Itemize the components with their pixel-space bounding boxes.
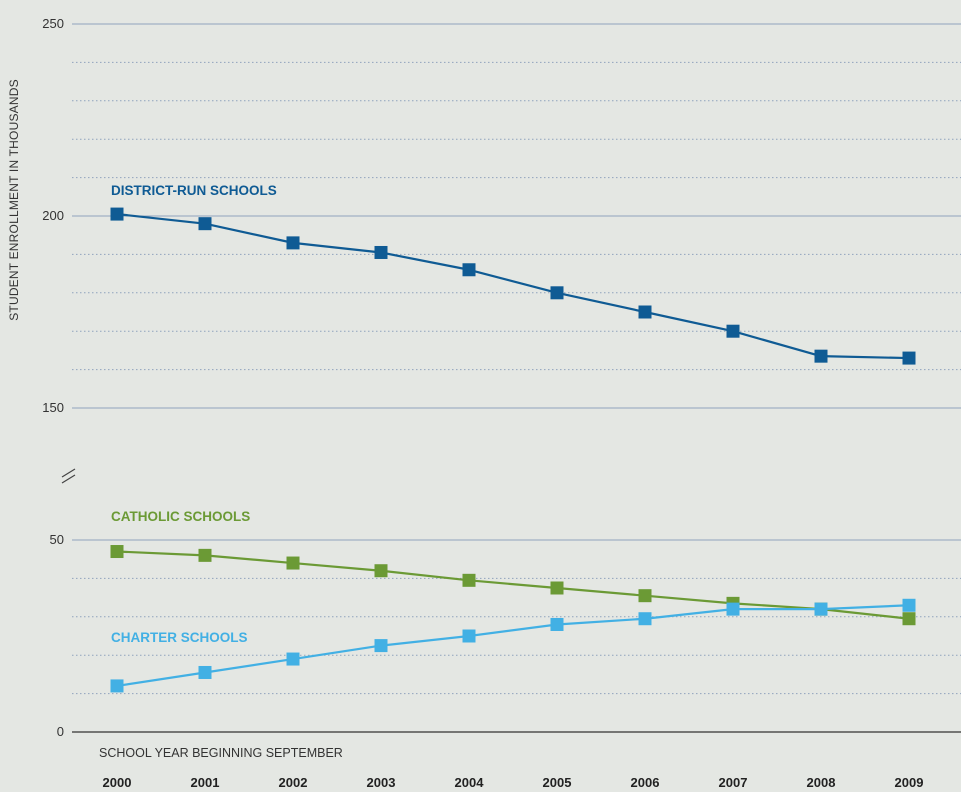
data-point-marker bbox=[638, 305, 652, 319]
x-tick-label: 2006 bbox=[631, 775, 660, 790]
data-point-marker bbox=[638, 612, 652, 626]
x-tick-label: 2003 bbox=[367, 775, 396, 790]
data-point-marker bbox=[902, 612, 916, 626]
x-tick-label: 2007 bbox=[719, 775, 748, 790]
y-axis-title: STUDENT ENROLLMENT IN THOUSANDS bbox=[7, 79, 21, 321]
x-tick-label: 2005 bbox=[543, 775, 572, 790]
data-point-marker bbox=[814, 349, 828, 363]
series-label-charter: CHARTER SCHOOLS bbox=[111, 630, 248, 645]
data-point-marker bbox=[374, 639, 388, 653]
data-point-marker bbox=[550, 286, 564, 300]
data-point-marker bbox=[550, 581, 564, 595]
x-tick-label: 2004 bbox=[455, 775, 485, 790]
data-point-marker bbox=[198, 665, 212, 679]
series-1 bbox=[110, 545, 916, 626]
series-line bbox=[116, 604, 910, 688]
data-point-marker bbox=[374, 564, 388, 578]
data-point-marker bbox=[814, 602, 828, 616]
series-line bbox=[116, 550, 910, 620]
x-tick-label: 2001 bbox=[191, 775, 220, 790]
data-point-marker bbox=[902, 598, 916, 612]
data-point-marker bbox=[462, 629, 476, 643]
series-line bbox=[116, 212, 910, 360]
x-tick-label: 2000 bbox=[103, 775, 132, 790]
series-lines bbox=[110, 207, 916, 693]
y-tick-label: 150 bbox=[42, 400, 64, 415]
y-tick-label: 0 bbox=[57, 724, 64, 739]
data-point-marker bbox=[110, 545, 124, 559]
y-tick-label: 250 bbox=[42, 16, 64, 31]
data-point-marker bbox=[110, 207, 124, 221]
x-tick-label: 2009 bbox=[895, 775, 924, 790]
series-label-catholic: CATHOLIC SCHOOLS bbox=[111, 509, 250, 524]
gridlines bbox=[72, 23, 961, 733]
x-tick-label: 2002 bbox=[279, 775, 308, 790]
data-point-marker bbox=[726, 602, 740, 616]
data-point-marker bbox=[110, 679, 124, 693]
series-2 bbox=[110, 598, 916, 693]
data-point-marker bbox=[550, 617, 564, 631]
data-point-marker bbox=[198, 548, 212, 562]
x-tick-label: 2008 bbox=[807, 775, 836, 790]
y-tick-label: 50 bbox=[50, 532, 64, 547]
data-point-marker bbox=[374, 245, 388, 259]
data-point-marker bbox=[198, 217, 212, 231]
series-0 bbox=[110, 207, 916, 365]
x-tick-labels: 2000 2001 2002 2003 2004 2005 2006 2007 2008 2009 bbox=[103, 775, 924, 790]
data-point-marker bbox=[726, 324, 740, 338]
series-label-district: DISTRICT-RUN SCHOOLS bbox=[111, 183, 277, 198]
y-tick-label: 200 bbox=[42, 208, 64, 223]
x-axis-title: SCHOOL YEAR BEGINNING SEPTEMBER bbox=[99, 746, 343, 760]
data-point-marker bbox=[286, 652, 300, 666]
y-tick-labels: 250 200 150 50 0 bbox=[42, 16, 64, 739]
data-point-marker bbox=[638, 589, 652, 603]
data-point-marker bbox=[902, 351, 916, 365]
data-point-marker bbox=[462, 263, 476, 277]
data-point-marker bbox=[286, 556, 300, 570]
data-point-marker bbox=[462, 573, 476, 587]
data-point-marker bbox=[286, 236, 300, 250]
axis-break-marker bbox=[61, 468, 76, 484]
